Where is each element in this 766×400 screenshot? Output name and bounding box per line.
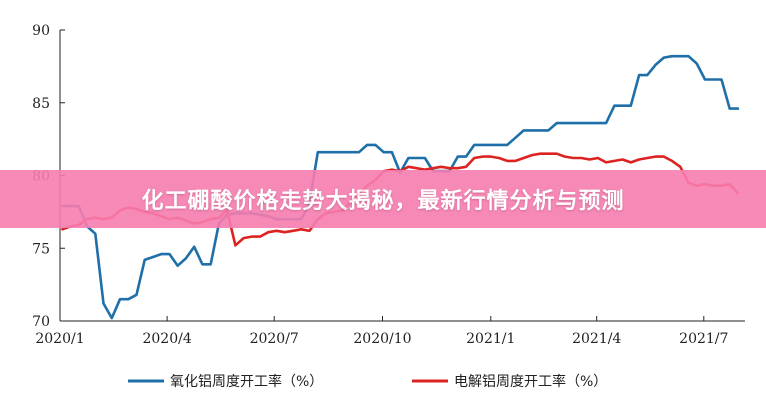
x-tick-label: 2020/4: [142, 331, 191, 347]
x-tick-label: 2021/7: [679, 331, 728, 347]
y-tick-label: 70: [32, 314, 50, 330]
title-banner: 化工硼酸价格走势大揭秘，最新行情分析与预测: [0, 170, 766, 228]
x-tick-label: 2021/4: [572, 331, 621, 347]
banner-title: 化工硼酸价格走势大揭秘，最新行情分析与预测: [141, 189, 625, 214]
y-tick-label: 75: [32, 241, 50, 257]
x-tick-label: 2020/10: [353, 331, 411, 347]
x-ticks: 2020/1 2020/4 2020/7 2020/10 2021/1 2021/4 202…: [35, 316, 728, 347]
y-tick-label: 85: [32, 96, 50, 112]
y-tick-label: 90: [32, 23, 50, 39]
x-tick-label: 2020/1: [35, 331, 84, 347]
x-tick-label: 2020/7: [250, 331, 299, 347]
legend: 氧化铝周度开工率（%） 电解铝周度开工率（%）: [128, 373, 607, 390]
plot-area: 7075808590 2020/12020/42020/72020/102021…: [32, 23, 745, 347]
legend-label-alumina: 氧化铝周度开工率（%）: [170, 373, 323, 390]
legend-label-electrolytic-aluminum: 电解铝周度开工率（%）: [454, 373, 607, 390]
x-tick-label: 2021/1: [466, 331, 515, 347]
